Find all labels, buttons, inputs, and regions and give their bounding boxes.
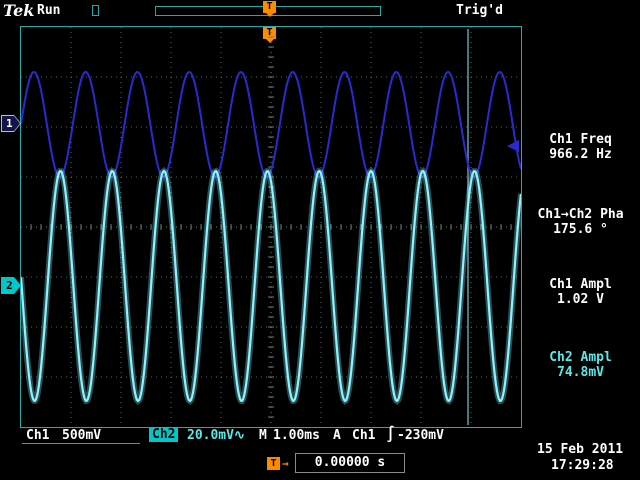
measurement-value: 74.8mV [557, 365, 604, 380]
measurement-label: Ch1 Ampl [549, 277, 612, 292]
trigger-slope-icon: ∫ [386, 425, 396, 443]
measurement-ch1-ch2-phase: Ch1→Ch2 Pha 175.6 ° [521, 207, 640, 237]
measurement-label: Ch1 Freq [549, 132, 612, 147]
center-hline-ticks [30, 224, 512, 230]
ch2-marker-label: 2 [2, 278, 20, 293]
trigger-mode-label: A [333, 428, 341, 443]
timebase-value: 1.00ms [273, 428, 320, 443]
timebase-label: M [259, 428, 267, 443]
record-view-left-mark [92, 5, 99, 16]
delay-t-icon: T [267, 457, 280, 470]
measurement-ch1-ampl: Ch1 Ampl 1.02 V [521, 277, 640, 307]
trigger-position-marker-top: T [263, 1, 276, 17]
delay-arrow-icon: → [282, 457, 289, 470]
measurement-label: Ch2 Ampl [549, 350, 612, 365]
ch1-scale: 500mV [62, 428, 102, 443]
measurement-value: 175.6 ° [553, 222, 608, 237]
measurement-ch2-ampl: Ch2 Ampl 74.8mV [521, 350, 640, 380]
ch1-label: Ch1 [26, 428, 50, 443]
acquisition-status: Run [37, 3, 61, 18]
measurement-label: Ch1→Ch2 Pha [537, 207, 624, 222]
ch2-scale: 20.0mV∿ [187, 428, 245, 443]
ch2-trace [21, 169, 521, 403]
ch1-marker-label: 1 [2, 116, 20, 131]
ch1-trace [21, 70, 521, 179]
tek-logo: Tek [3, 1, 35, 20]
trigger-level-arrow-icon [507, 140, 519, 152]
measurement-value: 1.02 V [557, 292, 604, 307]
trigger-position-marker-graticule: T [263, 27, 276, 43]
trigger-status: Trig'd [456, 3, 503, 18]
date-text: 15 Feb 2011 [537, 442, 624, 457]
delay-value: 0.00000 s [295, 453, 405, 473]
measurement-value: 966.2 Hz [549, 147, 612, 162]
waveform-plot [21, 27, 521, 427]
ch2-marker: 2 [1, 277, 21, 294]
trigger-level: -230mV [397, 428, 444, 443]
ch2-badge: Ch2 [149, 427, 179, 442]
ac-coupling-icon: ∿ [233, 428, 245, 443]
ch2-scale-value: 20.0mV [187, 428, 234, 443]
trigger-source: Ch1 [352, 428, 376, 443]
ch1-readout-underline [22, 443, 140, 444]
time-text: 17:29:28 [551, 458, 614, 473]
measurement-ch1-freq: Ch1 Freq 966.2 Hz [521, 132, 640, 162]
ch1-marker: 1 [1, 115, 21, 132]
graticule [20, 26, 522, 428]
